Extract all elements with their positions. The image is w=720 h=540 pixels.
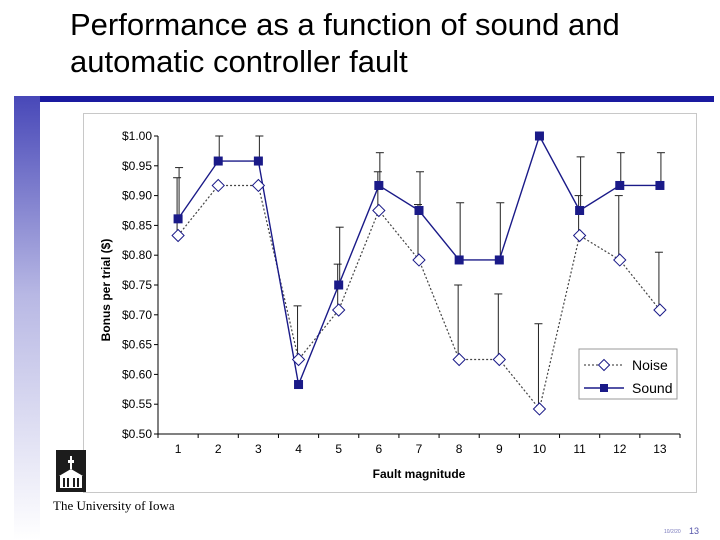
y-tick-label: $0.55	[122, 397, 152, 411]
x-tick-label: 13	[653, 442, 667, 456]
x-tick-label: 4	[295, 442, 302, 456]
sound-point	[173, 214, 183, 224]
sound-point	[334, 280, 344, 290]
x-tick-label: 7	[416, 442, 423, 456]
y-tick-label: $1.00	[122, 129, 152, 143]
chart-legend: Noise Sound	[578, 348, 678, 400]
sound-point	[494, 255, 504, 265]
y-tick-label: $0.90	[122, 189, 152, 203]
x-tick-label: 5	[335, 442, 342, 456]
legend-sound-marker	[600, 384, 608, 392]
x-tick-label: 8	[456, 442, 463, 456]
noise-point	[331, 303, 346, 317]
y-axis-label: Bonus per trial ($)	[99, 239, 113, 342]
university-logo-icon	[56, 450, 86, 492]
noise-point	[211, 178, 225, 193]
y-tick-label: $0.60	[122, 367, 152, 381]
x-tick-label: 10	[533, 442, 547, 456]
x-axis-label: Fault magnitude	[373, 467, 466, 481]
noise-point	[532, 402, 547, 416]
x-tick-label: 9	[496, 442, 503, 456]
error-bars-layer	[173, 135, 665, 409]
ticks-layer: $1.00 $0.95 $0.90 $0.85 $0.80 $0.75 $0.70 $0.65…	[122, 129, 681, 456]
y-tick-label: $0.65	[122, 338, 152, 352]
institution-name: The University of Iowa	[53, 498, 175, 513]
footer-date: 10/2/20	[664, 529, 681, 535]
series-layer	[171, 131, 667, 416]
sound-point	[655, 180, 665, 190]
side-gradient-bar	[14, 96, 40, 540]
sound-point	[414, 206, 424, 215]
legend-noise-marker	[597, 358, 611, 372]
x-tick-label: 11	[573, 442, 586, 456]
legend-noise-label: Noise	[632, 357, 668, 373]
noise-point	[572, 228, 587, 243]
noise-point	[372, 203, 386, 218]
y-tick-label: $0.70	[122, 308, 152, 322]
y-tick-label: $0.85	[122, 218, 152, 232]
noise-point	[291, 352, 306, 367]
noise-point	[613, 253, 627, 267]
sound-point	[575, 206, 585, 215]
x-tick-label: 12	[613, 442, 627, 456]
sound-point	[213, 156, 223, 166]
noise-point	[492, 352, 507, 367]
sound-point	[454, 255, 464, 265]
sound-point	[294, 380, 304, 390]
sound-point	[534, 131, 544, 141]
y-tick-label: $0.50	[122, 427, 152, 441]
sound-point	[253, 156, 263, 166]
page-number: 13	[689, 526, 700, 536]
noise-point	[171, 228, 185, 243]
x-tick-label: 2	[215, 442, 222, 456]
legend-sound-label: Sound	[632, 380, 672, 396]
x-tick-label: 1	[175, 442, 182, 456]
y-tick-label: $0.75	[122, 278, 152, 292]
noise-point	[653, 303, 667, 317]
sound-point	[615, 180, 625, 190]
sound-point	[374, 180, 384, 190]
legend-box	[578, 348, 678, 400]
performance-chart: $1.00 $0.95 $0.90 $0.85 $0.80 $0.75 $0.70 $0.65…	[99, 129, 681, 481]
title-rule	[14, 96, 714, 102]
x-tick-label: 3	[255, 442, 262, 456]
noise-point	[412, 253, 426, 267]
slide-title: Performance as a function of sound and a…	[70, 7, 620, 79]
chart-frame: $1.00 $0.95 $0.90 $0.85 $0.80 $0.75 $0.70 $0.65…	[83, 113, 697, 493]
y-tick-label: $0.80	[122, 248, 152, 262]
x-tick-label: 6	[376, 442, 383, 456]
noise-point	[452, 352, 466, 367]
noise-point	[251, 178, 266, 193]
y-tick-label: $0.95	[122, 159, 152, 173]
